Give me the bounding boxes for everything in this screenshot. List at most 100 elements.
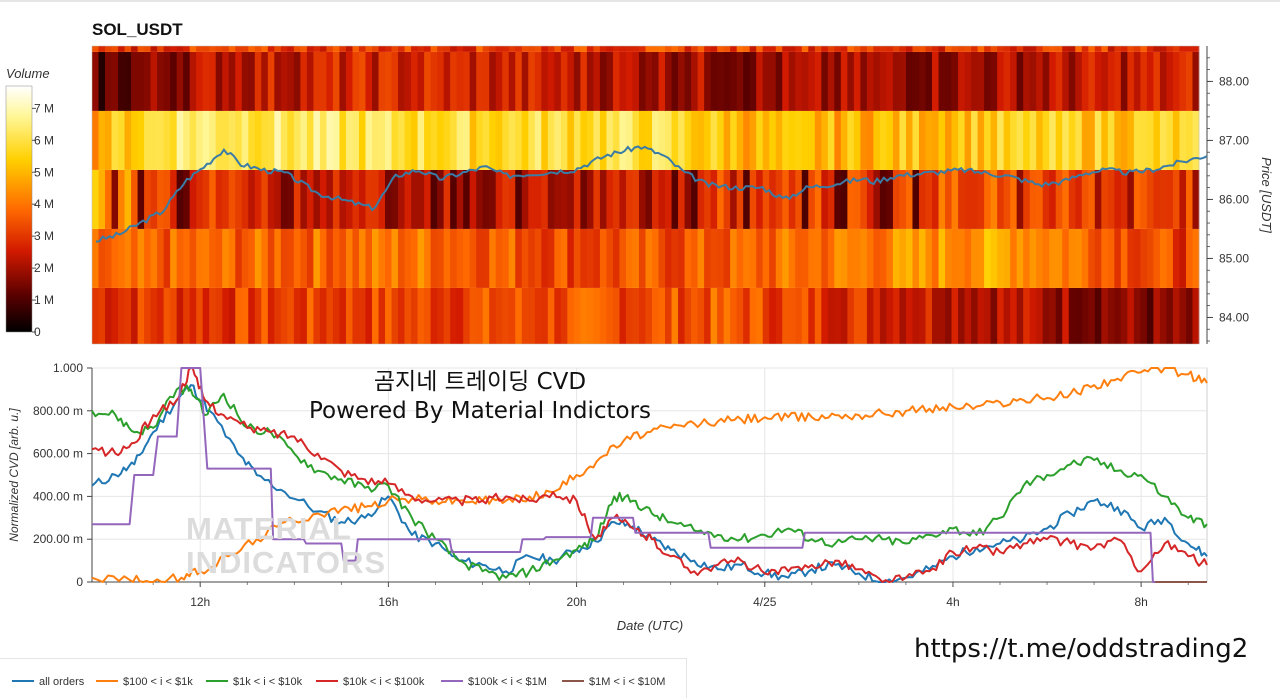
heatmap-cell [873,228,881,288]
heatmap-cell [971,110,978,170]
heatmap-cell [267,46,275,52]
heatmap-cell [1010,287,1018,344]
heatmap-cell [319,51,327,111]
heatmap-cell [899,228,907,288]
heatmap-cell [606,287,614,344]
heatmap-cell [502,110,510,170]
heatmap-cell [573,46,581,52]
heatmap-cell [1127,51,1135,111]
series-line-s100_1k [91,367,1208,583]
heatmap-cell [137,169,145,229]
heatmap-cell [437,169,445,229]
heatmap-cell [287,169,295,229]
heatmap-cell [1088,287,1096,344]
heatmap-cell [313,169,321,229]
heatmap-cell [573,169,581,229]
heatmap-cell [710,169,718,229]
heatmap-cell [788,51,796,111]
legend-item-100k-1m[interactable]: $100k < i < $1M [441,676,547,688]
heatmap-cell [775,46,783,52]
heatmap-cell [111,228,119,288]
heatmap-cell [183,287,191,344]
heatmap-cell [997,110,1005,170]
heatmap-cell [1049,110,1057,170]
heatmap-cell [925,110,933,170]
heatmap-cell [228,46,236,52]
heatmap-cell [593,46,601,52]
heatmap-cell [971,51,978,111]
heatmap-cell [228,169,236,229]
heatmap-cell [671,46,679,52]
heatmap-cell [821,51,829,111]
heatmap-cell [1029,46,1037,52]
heatmap-cell [508,287,516,344]
heatmap-cell [157,46,165,52]
heatmap-cell [879,46,887,52]
heatmap-cell [879,51,887,111]
heatmap-cell [1153,51,1161,111]
heatmap-cell [482,51,490,111]
heatmap-cell [183,46,191,52]
heatmap-cell [606,110,614,170]
heatmap-cell [730,228,738,288]
legend-item-all-orders[interactable]: all orders [12,676,84,688]
heatmap-cell [534,110,542,170]
heatmap-cell [625,169,633,229]
legend-item-10k-100k[interactable]: $10k < i < $100k [316,676,424,688]
heatmap-cell [873,110,881,170]
heatmap-cell [495,169,503,229]
heatmap-cell [137,228,145,288]
heatmap-cell [586,169,594,229]
heatmap-cell [1172,46,1180,52]
heatmap-cell [788,228,796,288]
heatmap-cell [105,169,112,229]
heatmap-cell [482,110,490,170]
heatmap-cell [163,169,171,229]
heatmap-cell [1088,46,1096,52]
heatmap-cell [235,110,243,170]
heatmap-cell [964,169,972,229]
heatmap-cell [131,51,138,111]
heatmap-cell [1023,169,1031,229]
heatmap-cell [534,51,542,111]
heatmap-frame [91,45,1200,345]
heatmap-cell [417,169,425,229]
heatmap-cell [652,228,659,288]
heatmap-cell [411,110,418,170]
heatmap-cell [560,51,568,111]
heatmap-cell [1036,51,1044,111]
legend: all orders $100 < i < $1k $1k < i < $10k… [0,658,687,698]
heatmap-cell [131,169,138,229]
heatmap-cell [645,46,653,52]
heatmap-cell [411,46,418,52]
heatmap-cell [541,228,549,288]
heatmap-cell [1016,110,1024,170]
heatmap-cell [749,287,757,344]
heatmap-cell [847,287,855,344]
heatmap-cell [495,110,503,170]
heatmap-cell [1107,228,1115,288]
heatmap-cell [170,110,178,170]
heatmap-cell [730,169,738,229]
telegram-link[interactable]: https://t.me/oddstrading2 [914,634,1249,664]
heatmap-cell [1081,110,1089,170]
legend-item-1k-10k[interactable]: $1k < i < $10k [206,676,302,688]
heatmap-cell [515,110,523,170]
heatmap-cell [547,287,555,344]
heatmap-cell [606,46,614,52]
heatmap-cell [144,287,151,344]
heatmap-cell [1055,51,1063,111]
legend-item-1m-10m[interactable]: $1M < i < $10M [562,676,665,688]
heatmap-cell [1127,287,1135,344]
heatmap-cell [834,51,842,111]
heatmap-cell [534,46,542,52]
heatmap-cell [515,287,523,344]
legend-item-100-1k[interactable]: $100 < i < $1k [96,676,193,688]
heatmap-cell [1049,228,1057,288]
heatmap-cell [547,228,555,288]
heatmap-cell [925,46,933,52]
heatmap-cell [710,228,718,288]
heatmap-cell [424,110,432,170]
heatmap-cell [775,110,783,170]
heatmap-cell [430,51,438,111]
